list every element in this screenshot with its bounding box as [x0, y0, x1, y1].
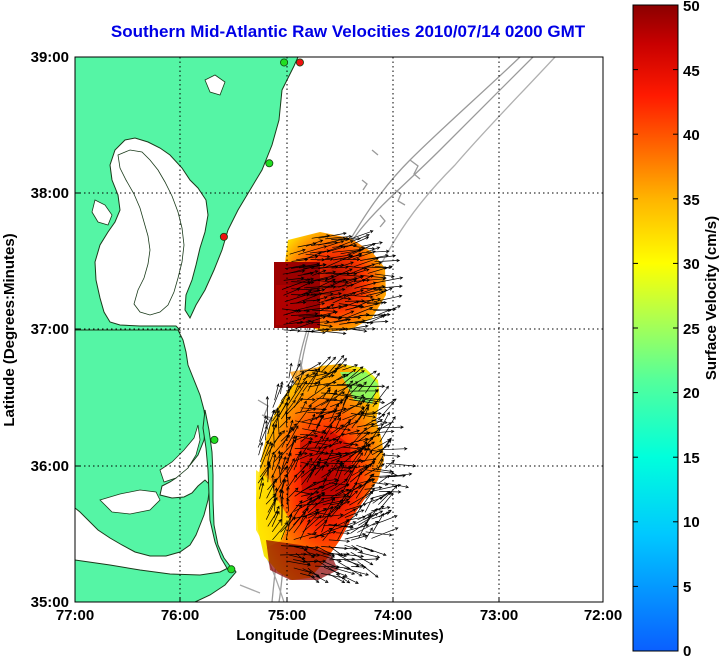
colorbar-tick-label: 0 [683, 643, 691, 659]
chart-title: Southern Mid-Atlantic Raw Velocities 201… [110, 22, 586, 41]
y-tick-label: 35:00 [31, 594, 69, 611]
hf-radar-stations [210, 58, 304, 574]
station-marker [265, 159, 274, 168]
axis-tick-marks [74, 56, 604, 602]
x-tick-label: 74:00 [374, 607, 412, 624]
colorbar-tick-label: 5 [683, 579, 691, 596]
colorbar-tick-label: 20 [683, 385, 700, 402]
grid-lines [75, 57, 603, 602]
colorbar-tick-label: 10 [683, 514, 700, 531]
station-marker [280, 58, 289, 67]
station-marker [295, 58, 304, 67]
x-axis-label: Longitude (Degrees:Minutes) [236, 627, 444, 644]
y-tick-label: 39:00 [31, 49, 69, 66]
colorbar-tick-label: 25 [683, 321, 700, 338]
x-tick-label: 75:00 [268, 607, 306, 624]
x-tick-label: 77:00 [56, 607, 94, 624]
x-tick-label: 76:00 [161, 607, 199, 624]
station-marker [227, 565, 236, 574]
x-tick-label: 72:00 [584, 607, 622, 624]
y-tick-label: 36:00 [31, 458, 69, 475]
y-axis-label: Latitude (Degrees:Minutes) [1, 233, 18, 426]
velocity-vectors [257, 230, 417, 584]
y-tick-label: 38:00 [31, 185, 69, 202]
colorbar-tick-label: 50 [683, 0, 700, 15]
colorbar-label: Surface Velocity (cm/s) [703, 216, 720, 380]
colorbar [632, 4, 679, 652]
station-marker [210, 435, 219, 444]
colorbar-tick-marks [633, 4, 678, 652]
colorbar-tick-label: 40 [683, 127, 700, 144]
colorbar-tick-label: 15 [683, 450, 700, 467]
colorbar-tick-label: 35 [683, 192, 700, 209]
colorbar-tick-label: 30 [683, 256, 700, 273]
bay-water [91, 74, 226, 515]
colorbar-tick-label: 45 [683, 63, 700, 80]
y-tick-label: 37:00 [31, 321, 69, 338]
y-tick-labels: 39:00 38:00 37:00 36:00 35:00 [31, 49, 69, 611]
colorbar-tick-labels: 50 45 40 35 30 25 20 15 10 5 0 [683, 0, 700, 659]
station-marker [219, 232, 228, 241]
x-tick-labels: 77:00 76:00 75:00 74:00 73:00 72:00 [56, 607, 622, 624]
x-tick-label: 73:00 [480, 607, 518, 624]
